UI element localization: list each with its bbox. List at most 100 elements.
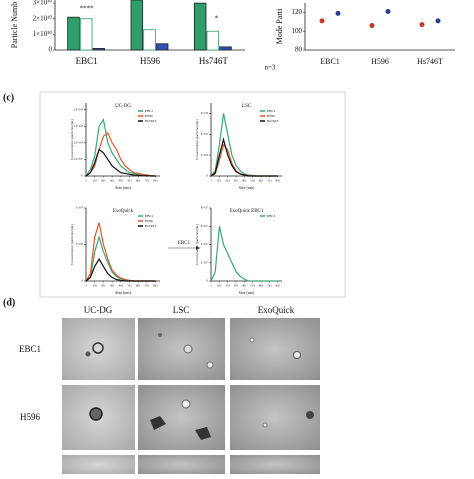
- y-tick-label: 6×10⁸: [201, 111, 208, 115]
- y-tick-label: 2.0×10⁸: [74, 107, 84, 111]
- vesicle: [85, 351, 91, 357]
- legend-label: Hs746T: [145, 119, 157, 123]
- vesicle: [89, 407, 103, 421]
- y-tick-label: 0: [207, 174, 209, 178]
- x-tick-label: 301: [110, 284, 115, 288]
- annotation: ****: [80, 5, 95, 13]
- legend-label: EBC1: [267, 109, 276, 113]
- x-axis-label: Size (nm): [239, 185, 255, 190]
- bar: [130, 0, 144, 51]
- y-tick-label: 1×10⁹: [76, 206, 83, 210]
- x-tick-label: 301: [234, 179, 239, 183]
- legend-label: EBC1: [145, 214, 154, 218]
- legend-label: H596: [267, 114, 275, 118]
- line: [85, 131, 156, 177]
- x-tick-label: 201: [101, 284, 106, 288]
- x-tick-label: EBC1: [320, 57, 340, 66]
- vesicle: [293, 351, 301, 359]
- x-tick-label: Hs746T: [199, 56, 229, 66]
- y-axis-label: Concentration (particles/mL): [70, 223, 74, 265]
- x-tick-label: 701: [145, 284, 150, 288]
- x-tick-label: H596: [371, 57, 389, 66]
- vesicle: [262, 422, 268, 428]
- annotation: n=3: [265, 64, 276, 72]
- x-tick-label: Hs746T: [417, 57, 443, 66]
- y-tick-label: 2×10⁸: [201, 153, 208, 157]
- x-tick-label: 101: [92, 179, 97, 183]
- chart-title: LSC: [242, 104, 252, 109]
- line: [85, 118, 156, 177]
- column-header: ExoQuick: [258, 305, 295, 315]
- x-tick-label: 701: [267, 284, 272, 288]
- x-tick-label: 201: [225, 284, 230, 288]
- x-axis-label: Size (nm): [115, 290, 131, 295]
- point: [385, 8, 391, 14]
- y-tick-label: 80: [295, 46, 303, 54]
- y-tick-label: 8×10⁷: [201, 206, 208, 210]
- panel-frame: [39, 91, 346, 298]
- x-tick-label: 801: [276, 179, 281, 183]
- micrograph: [138, 385, 225, 450]
- micrograph: [62, 318, 135, 380]
- x-tick-label: 201: [225, 179, 230, 183]
- panel-label: (d): [3, 297, 15, 308]
- x-tick-label: 501: [251, 284, 256, 288]
- x-axis-label: Size (nm): [239, 290, 255, 295]
- vesicle: [306, 411, 314, 419]
- x-tick-label: 701: [267, 179, 272, 183]
- vesicle: [181, 399, 191, 409]
- x-tick-label: 701: [145, 179, 150, 183]
- panel-label: (c): [3, 92, 14, 103]
- x-tick-label: 101: [217, 179, 222, 183]
- point: [369, 23, 375, 29]
- y-tick-label: 4×10⁸: [201, 132, 208, 136]
- legend-label: Hs746T: [145, 224, 157, 228]
- bar: [219, 46, 232, 51]
- legend-label: EBC1: [267, 214, 276, 218]
- micrograph: [138, 455, 225, 474]
- x-tick-label: 501: [127, 284, 132, 288]
- vesicle: [206, 361, 214, 369]
- micrograph: [230, 385, 320, 450]
- legend-label: H596: [145, 219, 153, 223]
- x-tick-label: 401: [242, 179, 247, 183]
- aggregate: [150, 416, 211, 440]
- y-tick-label: 1×10¹⁰: [33, 30, 53, 38]
- bar: [206, 30, 220, 51]
- bar: [67, 16, 80, 51]
- line: [85, 257, 156, 282]
- x-tick-label: 101: [92, 284, 97, 288]
- x-tick-label: 801: [153, 284, 158, 288]
- x-tick-label: 1: [85, 284, 87, 288]
- vesicle: [158, 333, 162, 337]
- x-tick-label: 301: [234, 284, 239, 288]
- y-tick-label: 3×10¹⁰: [33, 0, 53, 7]
- line: [85, 222, 156, 282]
- x-tick-label: 1: [85, 179, 87, 183]
- y-tick-label: 0: [49, 46, 53, 54]
- row-header: EBC1: [19, 344, 41, 354]
- line: [85, 148, 156, 177]
- line: [210, 226, 278, 282]
- micrographs: [62, 318, 320, 474]
- y-tick-label: 1.0×10⁸: [74, 141, 84, 145]
- bar: [92, 48, 106, 51]
- x-tick-label: 401: [242, 284, 247, 288]
- chart-title: ExoQuick EBC1: [230, 209, 264, 214]
- x-tick-label: H596: [140, 56, 160, 66]
- y-axis-label: Concentration (particles/mL): [195, 223, 199, 265]
- x-tick-label: 601: [136, 284, 141, 288]
- bar: [193, 2, 207, 51]
- point: [435, 18, 441, 24]
- y-tick-label: 4×10⁷: [201, 242, 208, 246]
- x-tick-label: 801: [153, 179, 158, 183]
- legend-label: Hs746T: [267, 119, 279, 123]
- y-tick-label: 1.5×10⁸: [74, 124, 84, 128]
- y-tick-label: 100: [292, 27, 303, 35]
- x-axis-label: Size (nm): [115, 185, 131, 190]
- line: [85, 235, 156, 282]
- y-tick-label: 0: [207, 279, 209, 283]
- chart-title: UC-DG: [115, 104, 131, 109]
- column-header: LSC: [173, 305, 190, 315]
